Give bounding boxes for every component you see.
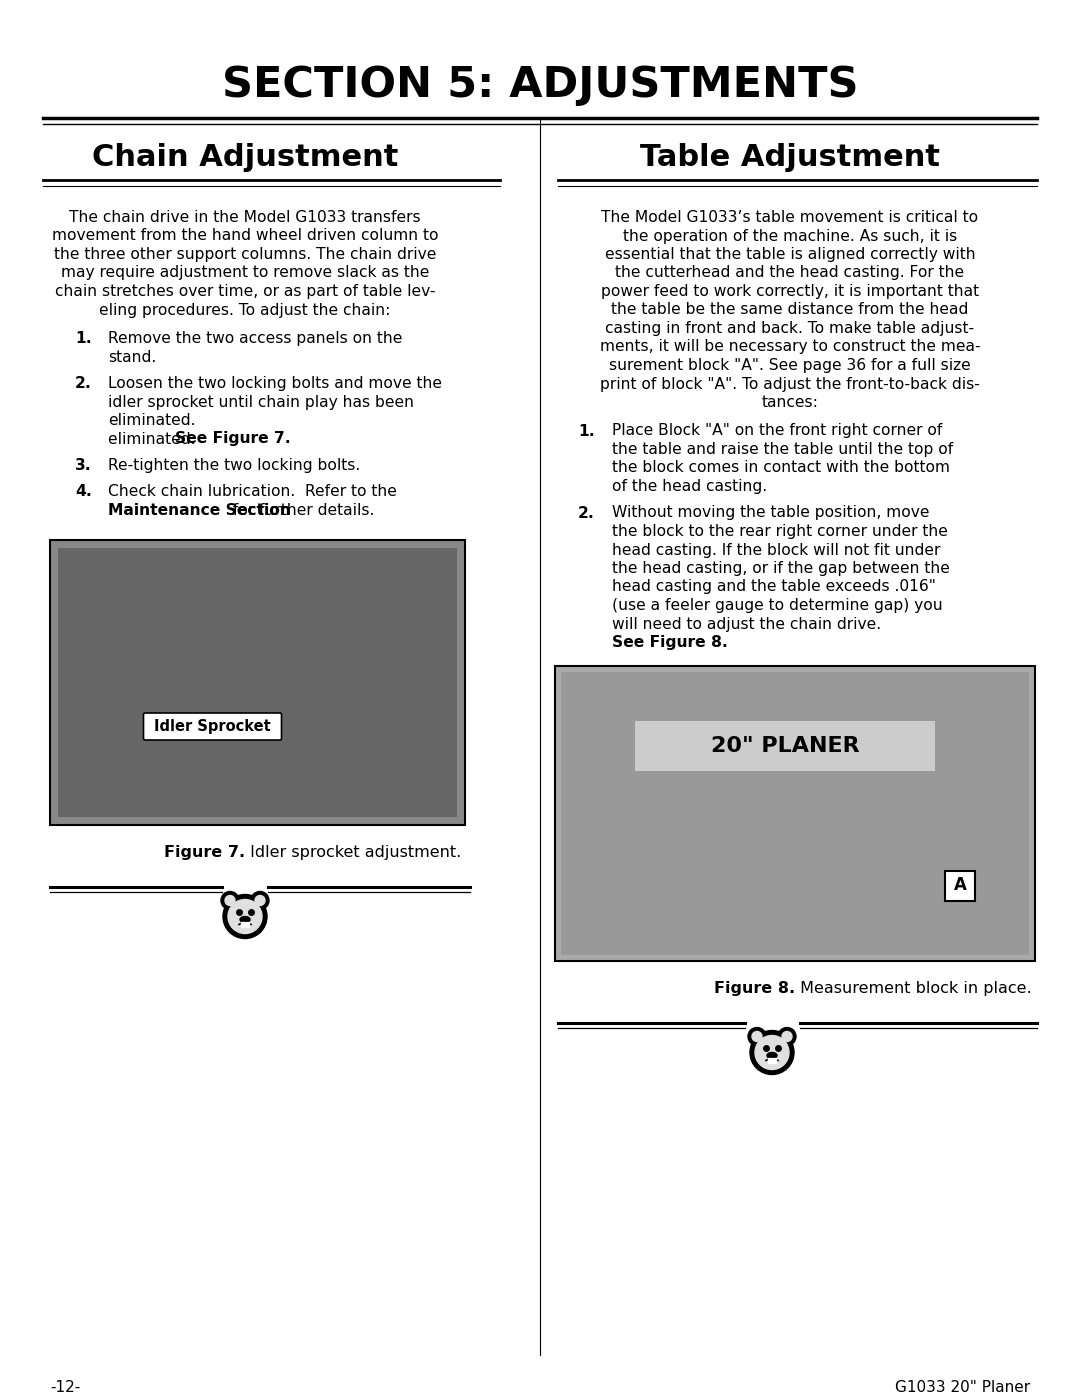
Text: Measurement block in place.: Measurement block in place. [795,981,1031,996]
Text: See Figure 7.: See Figure 7. [175,432,291,447]
Text: Without moving the table position, move: Without moving the table position, move [612,506,930,521]
Circle shape [251,891,269,909]
Circle shape [225,895,235,905]
Circle shape [755,1035,789,1070]
Text: the three other support columns. The chain drive: the three other support columns. The cha… [54,247,436,263]
Text: G1033 20" Planer: G1033 20" Planer [895,1380,1030,1396]
Circle shape [750,1031,794,1074]
Text: A: A [954,876,967,894]
Text: surement block "A". See page 36 for a full size: surement block "A". See page 36 for a fu… [609,358,971,373]
Circle shape [778,1028,796,1045]
Circle shape [748,1028,766,1045]
Text: the block comes in contact with the bottom: the block comes in contact with the bott… [612,461,950,475]
Text: The chain drive in the Model G1033 transfers: The chain drive in the Model G1033 trans… [69,210,421,225]
Text: the operation of the machine. As such, it is: the operation of the machine. As such, i… [623,229,957,243]
Text: stand.: stand. [108,349,157,365]
Text: See Figure 8.: See Figure 8. [612,636,728,650]
Text: ments, it will be necessary to construct the mea-: ments, it will be necessary to construct… [599,339,981,355]
Bar [555,665,1035,961]
Text: (use a feeler gauge to determine gap) you: (use a feeler gauge to determine gap) yo… [612,598,943,613]
Text: Maintenance Section: Maintenance Section [108,503,291,518]
Text: movement from the hand wheel driven column to: movement from the hand wheel driven colu… [52,229,438,243]
Ellipse shape [240,916,249,922]
Bar [768,1058,771,1063]
Text: Figure 8.: Figure 8. [714,981,795,996]
Text: Check chain lubrication.  Refer to the: Check chain lubrication. Refer to the [108,485,396,500]
Text: print of block "A". To adjust the front-to-back dis-: print of block "A". To adjust the front-… [600,377,980,391]
Text: the block to the rear right corner under the: the block to the rear right corner under… [612,524,948,539]
Text: tances:: tances: [761,395,819,409]
Text: idler sprocket until chain play has been: idler sprocket until chain play has been [108,394,414,409]
Text: Place Block "A" on the front right corner of: Place Block "A" on the front right corne… [612,423,943,439]
Text: for further details.: for further details. [228,503,375,518]
Text: head casting. If the block will not fit under: head casting. If the block will not fit … [612,542,941,557]
Text: eling procedures. To adjust the chain:: eling procedures. To adjust the chain: [99,303,391,317]
Text: the head casting, or if the gap between the: the head casting, or if the gap between … [612,562,950,576]
Text: chain stretches over time, or as part of table lev-: chain stretches over time, or as part of… [55,284,435,299]
Text: 1.: 1. [578,423,595,439]
Text: head casting and the table exceeds .016": head casting and the table exceeds .016" [612,580,936,595]
Text: the table be the same distance from the head: the table be the same distance from the … [611,303,969,317]
Bar [561,672,1029,954]
Ellipse shape [767,1052,777,1059]
Bar [58,548,457,816]
Text: Figure 7.: Figure 7. [164,845,245,859]
Text: the cutterhead and the head casting. For the: the cutterhead and the head casting. For… [616,265,964,281]
Text: Idler Sprocket: Idler Sprocket [154,719,271,733]
Text: essential that the table is aligned correctly with: essential that the table is aligned corr… [605,247,975,263]
Text: -12-: -12- [50,1380,80,1396]
Text: casting in front and back. To make table adjust-: casting in front and back. To make table… [606,321,974,337]
Bar [241,922,244,926]
Text: Chain Adjustment: Chain Adjustment [92,144,399,172]
Text: eliminated.: eliminated. [108,414,195,427]
Bar [245,922,249,926]
Bar [635,721,935,771]
Text: 3.: 3. [75,458,92,474]
Text: eliminated.: eliminated. [108,432,201,447]
Text: the table and raise the table until the top of: the table and raise the table until the … [612,441,954,457]
Text: Idler sprocket adjustment.: Idler sprocket adjustment. [245,845,461,859]
FancyBboxPatch shape [144,712,282,740]
Circle shape [255,895,265,905]
Text: of the head casting.: of the head casting. [612,479,767,495]
Text: The Model G1033’s table movement is critical to: The Model G1033’s table movement is crit… [602,210,978,225]
Circle shape [221,891,239,909]
Bar [945,870,975,901]
Text: Loosen the two locking bolts and move the: Loosen the two locking bolts and move th… [108,376,442,391]
Text: 1.: 1. [75,331,92,346]
Text: may require adjustment to remove slack as the: may require adjustment to remove slack a… [60,265,429,281]
Text: 4.: 4. [75,485,92,500]
Circle shape [228,900,262,933]
Circle shape [782,1031,792,1042]
Text: Table Adjustment: Table Adjustment [640,144,940,172]
Circle shape [752,1031,762,1042]
Text: Remove the two access panels on the: Remove the two access panels on the [108,331,403,346]
Text: SECTION 5: ADJUSTMENTS: SECTION 5: ADJUSTMENTS [221,64,859,106]
Text: Re-tighten the two locking bolts.: Re-tighten the two locking bolts. [108,458,361,474]
Bar [772,1058,777,1063]
Text: 20" PLANER: 20" PLANER [711,735,860,756]
Text: 2.: 2. [578,506,595,521]
Bar [50,539,465,824]
Text: power feed to work correctly, it is important that: power feed to work correctly, it is impo… [600,284,980,299]
Text: 2.: 2. [75,376,92,391]
Text: will need to adjust the chain drive.: will need to adjust the chain drive. [612,616,881,631]
Circle shape [222,894,267,939]
